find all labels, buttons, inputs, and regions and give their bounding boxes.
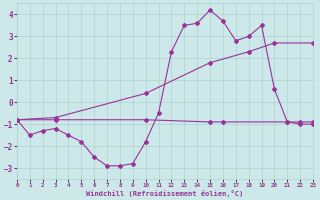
X-axis label: Windchill (Refroidissement éolien,°C): Windchill (Refroidissement éolien,°C) (86, 190, 244, 197)
